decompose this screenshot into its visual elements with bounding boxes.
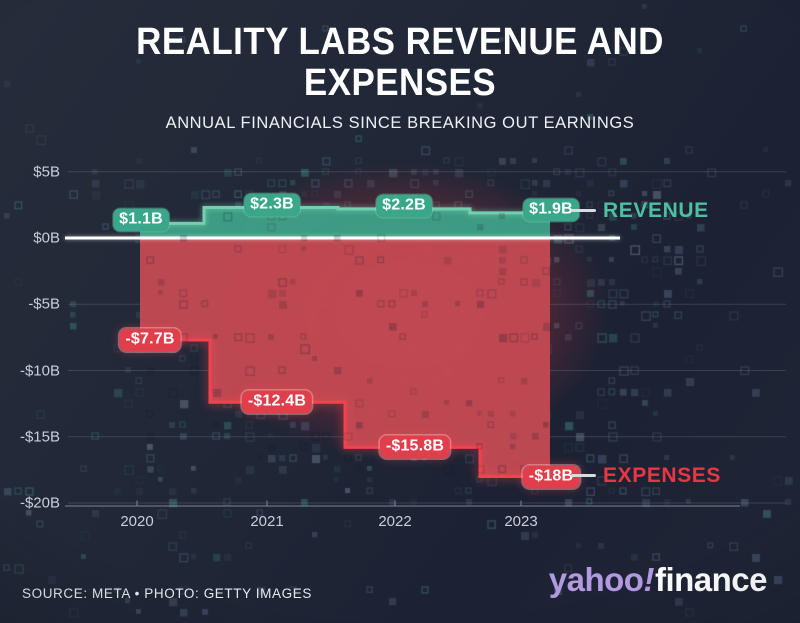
revenue-value-label: $2.3B	[244, 193, 300, 217]
yahoo-finance-logo: yahoo!finance	[548, 561, 768, 599]
chart-title-line2: EXPENSES	[303, 62, 497, 104]
chart-title-line1: REALITY LABS REVENUE AND	[136, 21, 664, 63]
y-axis-tick-label: -$10B	[19, 362, 60, 379]
revenue-callout-dash	[571, 209, 596, 212]
expenses-callout-dash	[571, 474, 596, 477]
revenue-value-label: $1.9B	[523, 198, 579, 222]
x-axis-year-label: 2022	[378, 513, 412, 530]
y-axis-tick-label: -$15B	[19, 428, 60, 446]
revenue-series-label: REVENUE	[603, 199, 709, 222]
y-axis-tick-label: $5B	[33, 163, 60, 181]
expenses-value-label: -$7.7B	[119, 328, 181, 352]
y-axis-tick-label: $0B	[33, 229, 60, 247]
expenses-value-label: -$15.8B	[379, 435, 451, 459]
x-axis-year-label: 2021	[250, 513, 284, 530]
logo-finance-text: finance	[654, 561, 768, 598]
expenses-series-label: EXPENSES	[603, 464, 722, 487]
x-axis-year-label: 2023	[504, 513, 538, 530]
logo-exclamation: !	[643, 561, 654, 598]
logo-yahoo-text: yahoo	[548, 561, 644, 598]
expenses-value-label: -$12.4B	[241, 390, 313, 414]
expenses-value-label: -$18B	[522, 465, 580, 488]
chart-subtitle: ANNUAL FINANCIALS SINCE BREAKING OUT EAR…	[165, 113, 635, 132]
source-credit: SOURCE: META • PHOTO: GETTY IMAGES	[22, 586, 312, 601]
y-axis-tick-label: -$20B	[19, 494, 60, 512]
revenue-value-label: $2.2B	[376, 194, 432, 218]
x-axis-year-label: 2020	[120, 513, 154, 530]
revenue-value-label: $1.1B	[113, 208, 169, 232]
y-axis-tick-label: -$5B	[28, 295, 60, 313]
chart-title: REALITY LABS REVENUE AND EXPENSES	[32, 22, 768, 104]
